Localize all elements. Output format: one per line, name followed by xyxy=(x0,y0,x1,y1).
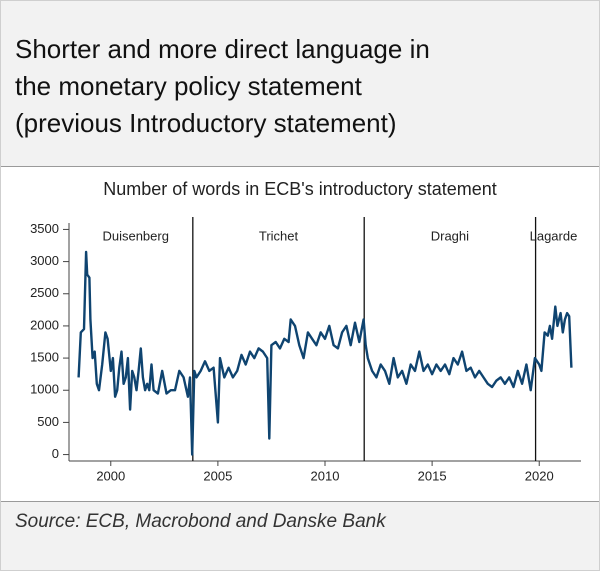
president-label: Trichet xyxy=(259,228,299,243)
y-tick-label: 2000 xyxy=(30,317,59,332)
y-tick-label: 3500 xyxy=(30,221,59,236)
source-note: Source: ECB, Macrobond and Danske Bank xyxy=(15,511,386,532)
x-tick-label: 2005 xyxy=(203,468,232,483)
y-tick-label: 1500 xyxy=(30,350,59,365)
y-tick-label: 1000 xyxy=(30,382,59,397)
x-tick-label: 2010 xyxy=(311,468,340,483)
data-line xyxy=(77,250,573,456)
title-line: the monetary policy statement xyxy=(15,71,362,101)
title-line: Shorter and more direct language in xyxy=(15,34,430,64)
chart: Number of words in ECB's introductory st… xyxy=(1,167,599,501)
x-tick-label: 2000 xyxy=(96,468,125,483)
president-label: Lagarde xyxy=(530,228,578,243)
header: Shorter and more direct language in the m… xyxy=(1,1,599,167)
y-tick-label: 2500 xyxy=(30,285,59,300)
chart-subtitle: Number of words in ECB's introductory st… xyxy=(103,179,497,199)
divider xyxy=(1,501,599,502)
x-tick-label: 2020 xyxy=(525,468,554,483)
title-line: (previous Introductory statement) xyxy=(15,108,397,138)
president-label: Draghi xyxy=(431,228,469,243)
y-tick-label: 0 xyxy=(52,446,59,461)
x-tick-label: 2015 xyxy=(418,468,447,483)
president-label: Duisenberg xyxy=(102,228,169,243)
y-tick-label: 3000 xyxy=(30,253,59,268)
y-tick-label: 500 xyxy=(37,414,59,429)
